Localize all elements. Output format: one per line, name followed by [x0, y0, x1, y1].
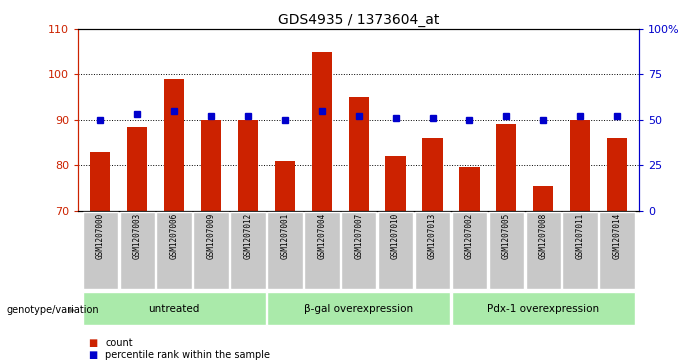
FancyBboxPatch shape	[526, 212, 561, 289]
Bar	[496, 124, 517, 211]
Text: GSM1207011: GSM1207011	[576, 213, 585, 259]
FancyBboxPatch shape	[267, 212, 303, 289]
Bar	[533, 185, 554, 211]
Bar	[164, 79, 184, 211]
Text: GSM1207003: GSM1207003	[133, 213, 141, 259]
Text: count: count	[105, 338, 133, 348]
Text: GSM1207001: GSM1207001	[280, 213, 290, 259]
Text: GSM1207005: GSM1207005	[502, 213, 511, 259]
Text: GSM1207009: GSM1207009	[207, 213, 216, 259]
Text: untreated: untreated	[148, 303, 200, 314]
FancyBboxPatch shape	[304, 212, 339, 289]
Text: GSM1207007: GSM1207007	[354, 213, 363, 259]
Text: β-gal overexpression: β-gal overexpression	[304, 303, 413, 314]
Text: GSM1207008: GSM1207008	[539, 213, 547, 259]
Text: ■: ■	[88, 338, 98, 348]
FancyBboxPatch shape	[489, 212, 524, 289]
FancyBboxPatch shape	[562, 212, 598, 289]
Text: GSM1207004: GSM1207004	[318, 213, 326, 259]
FancyBboxPatch shape	[120, 212, 155, 289]
Bar	[459, 167, 479, 211]
Text: GSM1207006: GSM1207006	[170, 213, 179, 259]
Text: genotype/variation: genotype/variation	[7, 305, 99, 315]
FancyBboxPatch shape	[267, 292, 450, 325]
Text: percentile rank within the sample: percentile rank within the sample	[105, 350, 271, 360]
FancyBboxPatch shape	[378, 212, 413, 289]
Bar	[607, 138, 627, 211]
FancyBboxPatch shape	[156, 212, 192, 289]
Text: GSM1207012: GSM1207012	[243, 213, 252, 259]
Text: GSM1207013: GSM1207013	[428, 213, 437, 259]
FancyBboxPatch shape	[452, 212, 487, 289]
FancyBboxPatch shape	[599, 212, 634, 289]
Bar	[90, 151, 110, 211]
Bar	[275, 160, 295, 211]
Text: GSM1207010: GSM1207010	[391, 213, 400, 259]
Text: GSM1207000: GSM1207000	[96, 213, 105, 259]
Text: GSM1207014: GSM1207014	[613, 213, 622, 259]
FancyBboxPatch shape	[231, 212, 266, 289]
Bar	[311, 52, 332, 211]
Bar	[349, 97, 369, 211]
FancyBboxPatch shape	[341, 212, 377, 289]
Text: Pdx-1 overexpression: Pdx-1 overexpression	[487, 303, 599, 314]
Text: ■: ■	[88, 350, 98, 360]
Bar	[386, 156, 406, 211]
Title: GDS4935 / 1373604_at: GDS4935 / 1373604_at	[278, 13, 439, 26]
Bar	[127, 127, 148, 211]
Bar	[201, 120, 221, 211]
Bar	[570, 120, 590, 211]
FancyBboxPatch shape	[83, 212, 118, 289]
FancyBboxPatch shape	[193, 212, 228, 289]
Text: GSM1207002: GSM1207002	[465, 213, 474, 259]
Bar	[238, 120, 258, 211]
Bar	[422, 138, 443, 211]
FancyBboxPatch shape	[83, 292, 266, 325]
FancyBboxPatch shape	[415, 212, 450, 289]
FancyBboxPatch shape	[452, 292, 634, 325]
